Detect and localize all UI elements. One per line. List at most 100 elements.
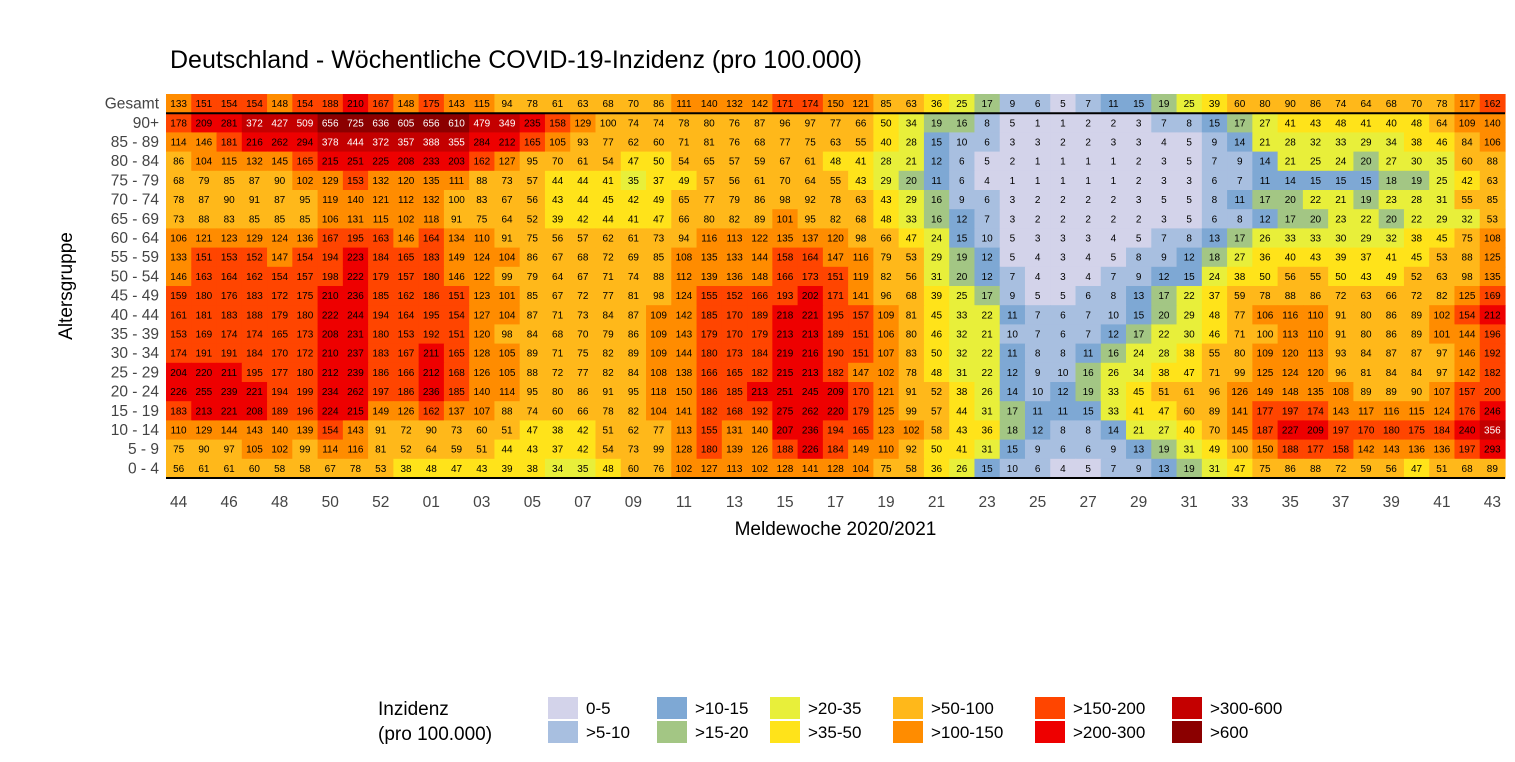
cell-value-label: 73 — [173, 214, 185, 225]
heatmap-cell — [1100, 170, 1127, 191]
cell-value-label: 183 — [170, 406, 187, 417]
cell-value-label: 50 — [931, 349, 943, 360]
cell-value-label: 97 — [1436, 349, 1448, 360]
heatmap-cell — [191, 228, 218, 249]
heatmap-cell — [368, 247, 394, 268]
cell-value-label: 13 — [1133, 445, 1145, 456]
cell-value-label: 90 — [274, 176, 286, 187]
cell-value-label: 5 — [984, 157, 990, 168]
cell-value-label: 50 — [653, 157, 665, 168]
cell-value-label: 159 — [170, 291, 187, 302]
cell-value-label: 34 — [552, 464, 564, 475]
heatmap-cell — [469, 209, 496, 229]
cell-value-label: 51 — [502, 426, 514, 437]
cell-value-label: 61 — [198, 464, 210, 475]
legend-label: >150-200 — [1073, 699, 1145, 718]
cell-value-label: 79 — [603, 330, 615, 341]
legend-label: >10-15 — [695, 699, 748, 718]
heatmap-cell — [999, 94, 1026, 114]
heatmap-cell — [1403, 228, 1430, 249]
heatmap-cell — [721, 247, 748, 268]
cell-value-label: 7 — [1035, 330, 1041, 341]
heatmap-cell — [418, 170, 445, 191]
y-tick-label: 20 - 24 — [111, 384, 160, 401]
cell-value-label: 4 — [1035, 253, 1041, 264]
cell-value-label: 139 — [701, 272, 718, 283]
cell-value-label: 16 — [956, 118, 968, 129]
y-tick-label: Gesamt — [105, 96, 160, 113]
cell-value-label: 64 — [1436, 118, 1448, 129]
cell-value-label: 180 — [1383, 426, 1400, 437]
cell-value-label: 1 — [1035, 157, 1041, 168]
cell-value-label: 174 — [1307, 406, 1324, 417]
cell-value-label: 32 — [1462, 214, 1474, 225]
heatmap-cell — [317, 151, 344, 172]
heatmap-cell — [620, 266, 647, 287]
y-tick-label: 80 - 84 — [111, 153, 160, 170]
cell-value-label: 69 — [628, 253, 640, 264]
heatmap-cell — [1100, 228, 1127, 249]
cell-value-label: 129 — [575, 118, 592, 129]
cell-value-label: 76 — [729, 118, 741, 129]
cell-value-label: 67 — [779, 157, 791, 168]
cell-value-label: 38 — [1234, 272, 1246, 283]
cell-value-label: 209 — [196, 118, 213, 129]
cell-value-label: 100 — [1231, 445, 1248, 456]
heatmap-cell — [898, 228, 925, 249]
cell-value-label: 80 — [1360, 310, 1372, 321]
cell-value-label: 140 — [271, 426, 288, 437]
cell-value-label: 124 — [1433, 406, 1450, 417]
cell-value-label: 25 — [1184, 99, 1196, 110]
heatmap-cell — [1151, 247, 1178, 268]
cell-value-label: 29 — [906, 195, 918, 206]
cell-value-label: 112 — [676, 272, 692, 283]
heatmap-cell — [1126, 190, 1152, 210]
cell-value-label: 99 — [906, 406, 918, 417]
cell-value-label: 1 — [1111, 176, 1117, 187]
cell-value-label: 81 — [628, 291, 640, 302]
cell-value-label: 146 — [196, 138, 213, 149]
cell-value-label: 165 — [398, 253, 415, 264]
cell-value-label: 60 — [476, 426, 488, 437]
cell-value-label: 114 — [171, 138, 187, 149]
cell-value-label: 119 — [853, 272, 869, 283]
heatmap-cell — [873, 190, 900, 210]
cell-value-label: 42 — [577, 214, 589, 225]
heatmap-cell — [368, 94, 394, 114]
heatmap-cell — [620, 247, 647, 268]
cell-value-label: 53 — [375, 464, 387, 475]
cell-value-label: 3 — [1010, 214, 1016, 225]
cell-value-label: 124 — [676, 291, 693, 302]
cell-value-label: 47 — [906, 234, 918, 245]
cell-value-label: 129 — [196, 426, 213, 437]
cell-value-label: 88 — [653, 272, 665, 283]
cell-value-label: 197 — [1332, 426, 1349, 437]
cell-value-label: 91 — [375, 426, 387, 437]
heatmap-cell — [1100, 132, 1127, 153]
heatmap-cell — [1353, 266, 1380, 287]
cell-value-label: 60 — [1184, 406, 1196, 417]
heatmap-cell — [317, 247, 344, 268]
cell-value-label: 84 — [1360, 349, 1372, 360]
cell-value-label: 190 — [827, 349, 844, 360]
cell-value-label: 41 — [603, 176, 615, 187]
cell-value-label: 77 — [577, 368, 589, 379]
cell-value-label: 68 — [552, 330, 564, 341]
cell-value-label: 26 — [956, 464, 968, 475]
cell-value-label: 210 — [322, 349, 339, 360]
cell-value-label: 73 — [628, 445, 640, 456]
cell-value-label: 148 — [271, 99, 288, 110]
cell-value-label: 81 — [704, 138, 716, 149]
cell-value-label: 236 — [347, 291, 364, 302]
heatmap-cell — [317, 132, 344, 153]
cell-value-label: 77 — [779, 138, 791, 149]
heatmap-cell — [1302, 247, 1329, 268]
cell-value-label: 22 — [982, 310, 994, 321]
cell-value-label: 41 — [1285, 118, 1297, 129]
cell-value-label: 6 — [959, 157, 965, 168]
cell-value-label: 129 — [246, 234, 263, 245]
cell-value-label: 158 — [549, 118, 566, 129]
cell-value-label: 142 — [676, 310, 693, 321]
cell-value-label: 39 — [502, 464, 514, 475]
cell-value-label: 3 — [1161, 176, 1167, 187]
